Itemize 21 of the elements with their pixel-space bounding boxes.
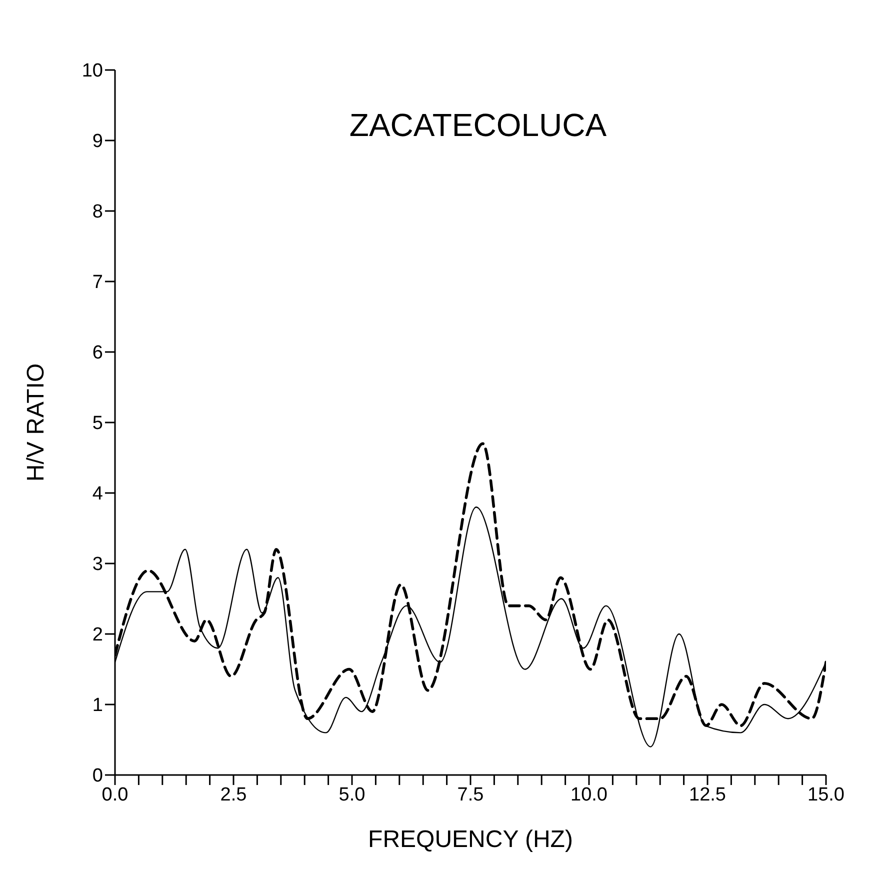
x-tick-label: 7.5 <box>457 784 484 806</box>
y-axis-title: H/V RATIO <box>22 363 50 482</box>
x-tick-label: 12.5 <box>689 784 726 806</box>
text: ZACATECOLUCA <box>349 107 608 143</box>
y-tick-label: 6 <box>92 342 103 364</box>
x-tick-label: 5.0 <box>338 784 366 806</box>
x-tick-label: 15.0 <box>808 784 844 806</box>
y-tick-label: 9 <box>92 131 103 152</box>
x-tick-label: 2.5 <box>220 784 247 806</box>
y-tick-label: 7 <box>92 272 103 294</box>
x-tick-label: 10.0 <box>570 784 608 806</box>
y-tick-label: 4 <box>92 484 104 505</box>
y-tick-label: 10 <box>82 60 103 82</box>
y-tick-label: 0 <box>92 766 103 787</box>
y-tick-label: 3 <box>92 554 103 576</box>
y-tick-label: 2 <box>92 624 103 646</box>
y-tick-label: 5 <box>92 413 103 434</box>
x-axis-title: FREQUENCY (HZ) <box>368 826 573 853</box>
y-tick-label: 1 <box>92 695 103 716</box>
x-tick-label: 0.0 <box>102 784 128 806</box>
y-tick-label: 8 <box>92 202 103 223</box>
